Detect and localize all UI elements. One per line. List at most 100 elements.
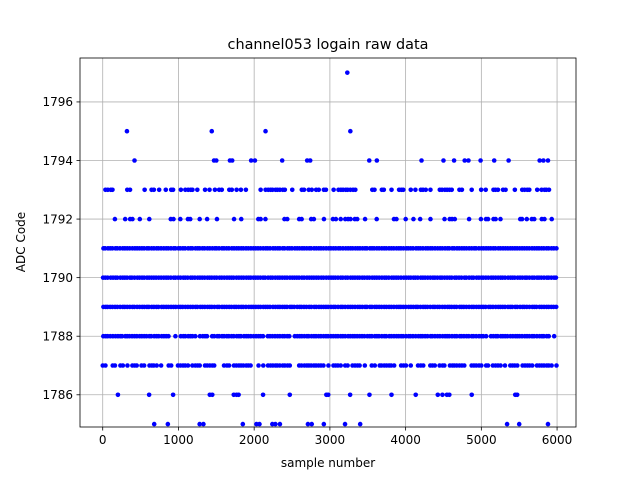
data-point: [554, 246, 559, 251]
data-point: [362, 363, 368, 368]
data-point: [403, 363, 409, 368]
data-point: [549, 216, 555, 222]
data-point: [115, 392, 121, 398]
data-point: [240, 421, 246, 427]
data-point: [442, 216, 447, 222]
data-point: [103, 363, 108, 368]
data-point: [110, 187, 115, 193]
data-point: [229, 158, 235, 163]
x-axis-ticks: 0 1000 2000 3000 4000 5000 6000: [99, 427, 572, 447]
data-point: [367, 392, 372, 398]
data-point: [325, 392, 331, 398]
data-point: [214, 158, 219, 163]
data-point: [353, 187, 358, 193]
data-point: [542, 216, 547, 222]
data-point: [459, 187, 465, 193]
data-point: [151, 187, 157, 193]
data-point: [141, 363, 147, 368]
data-points: [100, 70, 559, 427]
data-point: [112, 216, 118, 222]
data-point: [256, 363, 261, 368]
data-point: [435, 392, 441, 398]
data-point: [485, 216, 491, 222]
data-point: [120, 363, 126, 368]
data-point: [491, 158, 497, 163]
data-point: [553, 304, 559, 310]
data-point: [451, 158, 457, 163]
data-point: [287, 333, 292, 339]
data-point: [214, 216, 220, 222]
data-point: [197, 421, 202, 427]
data-point: [168, 363, 174, 368]
data-point: [125, 363, 130, 368]
data-point: [506, 158, 511, 163]
data-point: [178, 216, 183, 222]
data-point: [231, 216, 237, 222]
y-axis-ticks: 1786 1788 1790 1792 1794 1796: [42, 95, 80, 402]
data-point: [408, 187, 414, 193]
x-tick-label: 6000: [542, 433, 573, 447]
data-point: [541, 158, 546, 163]
data-point: [400, 187, 406, 193]
data-point: [545, 158, 551, 163]
data-point: [514, 392, 520, 398]
data-point: [112, 363, 118, 368]
data-point: [478, 216, 484, 222]
data-point: [546, 333, 552, 339]
plot-frame: [79, 57, 577, 428]
data-point: [554, 363, 559, 368]
data-point: [413, 187, 418, 193]
data-point: [263, 216, 268, 222]
data-point: [441, 158, 446, 163]
data-point: [197, 363, 203, 368]
x-tick-label: 4000: [390, 433, 421, 447]
data-point: [432, 363, 438, 368]
data-point: [534, 187, 540, 193]
data-point: [471, 275, 476, 280]
data-point: [357, 421, 363, 427]
data-point: [178, 187, 184, 193]
data-point: [357, 363, 362, 368]
data-point: [130, 216, 135, 222]
y-tick-label: 1788: [42, 330, 73, 344]
data-point: [454, 304, 459, 310]
data-point: [257, 421, 262, 427]
data-point: [449, 187, 455, 193]
data-point: [391, 363, 397, 368]
data-point: [209, 392, 215, 398]
data-point: [483, 333, 489, 339]
x-tick-label: 5000: [466, 433, 497, 447]
data-point: [132, 158, 137, 163]
data-point: [524, 216, 530, 222]
data-point: [348, 216, 353, 222]
data-point: [381, 187, 387, 193]
data-point: [338, 216, 344, 222]
data-point: [299, 216, 304, 222]
data-point: [551, 333, 557, 339]
data-point: [549, 363, 554, 368]
data-point: [389, 392, 394, 398]
data-point: [345, 363, 350, 368]
data-point: [277, 421, 283, 427]
data-point: [408, 363, 414, 368]
data-point: [342, 421, 348, 427]
data-point: [248, 363, 253, 368]
data-point: [440, 392, 445, 398]
data-point: [173, 333, 178, 339]
data-point: [537, 158, 542, 163]
data-point: [316, 187, 322, 193]
data-point: [452, 216, 458, 222]
data-point: [498, 216, 503, 222]
data-point: [389, 187, 394, 193]
data-point: [134, 363, 140, 368]
data-point: [478, 158, 483, 163]
data-point: [403, 216, 408, 222]
data-point: [171, 216, 176, 222]
data-point: [236, 392, 241, 398]
data-point: [411, 216, 416, 222]
data-point: [305, 421, 311, 427]
chart-title: channel053 logain raw data: [228, 37, 429, 53]
data-point: [333, 216, 339, 222]
data-point: [478, 187, 484, 193]
x-tick-label: 3000: [315, 433, 346, 447]
